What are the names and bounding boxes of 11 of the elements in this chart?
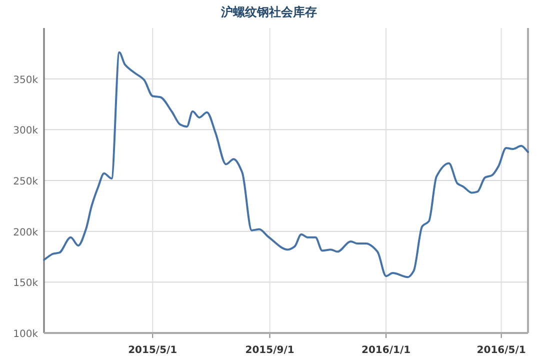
y-tick-label: 300k xyxy=(13,126,38,137)
chart-title: 沪螺纹钢社会库存 xyxy=(220,5,317,19)
x-tick-label: 2016/1/1 xyxy=(362,345,411,356)
y-tick-label: 200k xyxy=(13,227,38,238)
y-tick-label: 150k xyxy=(13,278,38,290)
y-tick-label: 250k xyxy=(13,176,38,188)
y-tick-label: 350k xyxy=(13,74,38,86)
x-tick-label: 2015/5/1 xyxy=(128,345,178,356)
x-tick-label: 2016/5/1 xyxy=(476,345,526,356)
y-tick-label: 100k xyxy=(13,329,38,340)
x-tick-label: 2015/9/1 xyxy=(245,345,294,356)
